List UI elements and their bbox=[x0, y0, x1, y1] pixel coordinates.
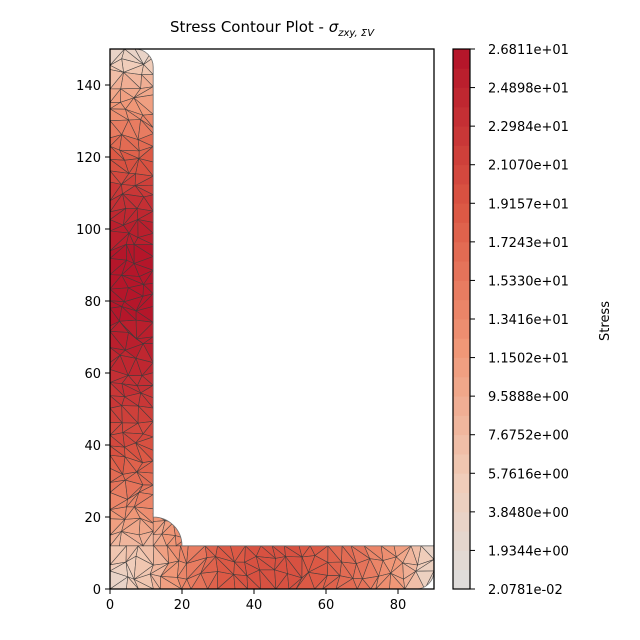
stress-contour-fill bbox=[110, 49, 434, 589]
x-axis: 0 20 40 60 80 bbox=[106, 589, 406, 613]
colorbar-tick-label: 2.0781e-02 bbox=[488, 583, 563, 598]
colorbar-tick-label: 2.2984e+01 bbox=[488, 120, 569, 135]
colorbar-band bbox=[453, 569, 470, 590]
section-outline bbox=[109, 48, 435, 590]
colorbar-band bbox=[453, 338, 470, 358]
x-tick-label: 20 bbox=[174, 598, 191, 613]
colorbar-band bbox=[453, 319, 470, 339]
colorbar-tick-label: 3.8480e+00 bbox=[488, 506, 569, 521]
mesh-edge bbox=[125, 545, 139, 563]
colorbar-band bbox=[453, 280, 470, 301]
colorbar-tick-label: 2.4898e+01 bbox=[488, 82, 569, 97]
colorbar-band bbox=[453, 357, 470, 378]
y-tick-label: 60 bbox=[84, 367, 101, 382]
colorbar-band bbox=[453, 106, 470, 127]
y-tick-label: 20 bbox=[84, 511, 101, 526]
mesh-element bbox=[172, 513, 187, 524]
mesh-edge bbox=[172, 513, 187, 524]
mesh-element bbox=[172, 512, 186, 523]
axes-frame bbox=[109, 48, 435, 590]
colorbar-band bbox=[453, 531, 470, 551]
colorbar-bands bbox=[453, 49, 470, 590]
colorbar-tick-label: 1.9157e+01 bbox=[488, 197, 569, 212]
y-axis: 0 20 40 60 80 100 120 140 bbox=[76, 79, 110, 598]
colorbar-tick-label: 2.6811e+01 bbox=[488, 43, 569, 58]
colorbar-band bbox=[453, 261, 470, 281]
colorbar-tick-label: 1.1502e+01 bbox=[488, 352, 569, 367]
chart-title-symbol: σ bbox=[329, 18, 339, 36]
colorbar-tick-label: 7.6752e+00 bbox=[488, 429, 569, 444]
colorbar-band bbox=[453, 396, 470, 416]
chart-title: Stress Contour Plot - σzxy, ΣV bbox=[170, 18, 375, 39]
mesh-edge bbox=[110, 545, 128, 566]
colorbar-band bbox=[453, 68, 470, 88]
colorbar-tick-label: 2.1070e+01 bbox=[488, 159, 569, 174]
colorbar-band bbox=[453, 550, 470, 571]
colorbar-band bbox=[453, 376, 470, 397]
y-tick-label: 140 bbox=[76, 79, 101, 94]
x-tick-label: 0 bbox=[106, 598, 114, 613]
x-tick-label: 80 bbox=[390, 598, 407, 613]
colorbar-band bbox=[453, 222, 470, 243]
colorbar-band bbox=[453, 415, 470, 436]
colorbar-band bbox=[453, 87, 470, 108]
x-tick-label: 60 bbox=[318, 598, 335, 613]
chart-title-subscript: zxy, ΣV bbox=[337, 28, 375, 39]
colorbar-band bbox=[453, 126, 470, 146]
colorbar-tick-label: 1.5330e+01 bbox=[488, 274, 569, 289]
colorbar: 2.0781e-02 1.9344e+00 3.8480e+00 5.7616e+00… bbox=[452, 43, 613, 598]
colorbar-band bbox=[453, 434, 470, 455]
colorbar-tick-label: 5.7616e+00 bbox=[488, 467, 569, 482]
colorbar-tick-label: 1.9344e+00 bbox=[488, 544, 569, 559]
colorbar-tick-label: 1.7243e+01 bbox=[488, 236, 569, 251]
colorbar-band bbox=[453, 241, 470, 262]
colorbar-tick-label: 1.3416e+01 bbox=[488, 313, 569, 328]
colorbar-band bbox=[453, 299, 470, 320]
colorbar-band bbox=[453, 164, 470, 185]
colorbar-band bbox=[453, 473, 470, 493]
colorbar-band bbox=[453, 145, 470, 166]
colorbar-ticks: 2.0781e-02 1.9344e+00 3.8480e+00 5.7616e+00… bbox=[470, 43, 569, 598]
colorbar-band bbox=[453, 49, 470, 69]
colorbar-band bbox=[453, 511, 470, 532]
chart-title-prefix: Stress Contour Plot - bbox=[170, 18, 329, 36]
colorbar-label: Stress bbox=[598, 301, 613, 341]
y-tick-label: 80 bbox=[84, 295, 101, 310]
x-tick-label: 40 bbox=[246, 598, 263, 613]
mesh-edge bbox=[110, 49, 126, 66]
mesh-edge bbox=[134, 49, 154, 65]
colorbar-band bbox=[453, 203, 470, 223]
colorbar-band bbox=[453, 454, 470, 474]
y-tick-label: 0 bbox=[93, 583, 101, 598]
mesh-edge bbox=[172, 512, 186, 523]
y-tick-label: 40 bbox=[84, 439, 101, 454]
colorbar-band bbox=[453, 184, 470, 204]
colorbar-tick-label: 9.5888e+00 bbox=[488, 390, 569, 405]
y-tick-label: 100 bbox=[76, 223, 101, 238]
colorbar-band bbox=[453, 492, 470, 513]
plot-area: 0 20 40 60 80 0 20 40 60 80 100 120 140 bbox=[76, 48, 435, 613]
mesh-wireframe bbox=[110, 49, 434, 589]
y-tick-label: 120 bbox=[76, 151, 101, 166]
